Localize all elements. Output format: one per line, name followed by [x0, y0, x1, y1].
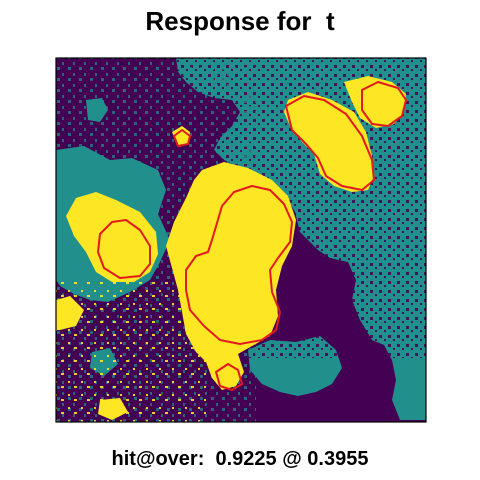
plot-frame: [55, 57, 427, 423]
heatmap-response-region-bottom-left: [56, 296, 84, 330]
heatmap-response-region-center: [166, 162, 296, 390]
contour-center: [185, 185, 293, 345]
metric-label: hit@over:: [111, 448, 205, 470]
separator: @: [282, 448, 302, 470]
contour-small-top: [173, 129, 191, 147]
heatmap-response-region-west: [66, 192, 158, 282]
contour-west: [97, 219, 151, 279]
contour-northeast: [285, 95, 375, 191]
contour-bottom: [215, 363, 243, 391]
heatmap-response-region-far-northeast: [344, 76, 406, 128]
heatmap-response-region-bottom-edge: [98, 398, 128, 420]
contour-far-northeast: [361, 81, 407, 127]
heatmap-response-region-northeast: [284, 92, 374, 192]
chart-footer: hit@over: 0.9225 @ 0.3955: [0, 448, 480, 471]
chart-title: Response for t: [145, 6, 335, 36]
contour-lines: [97, 81, 407, 391]
heatmap-raster: [56, 58, 426, 422]
hit-value: 0.9225: [215, 448, 277, 470]
over-value: 0.3955: [307, 448, 369, 470]
